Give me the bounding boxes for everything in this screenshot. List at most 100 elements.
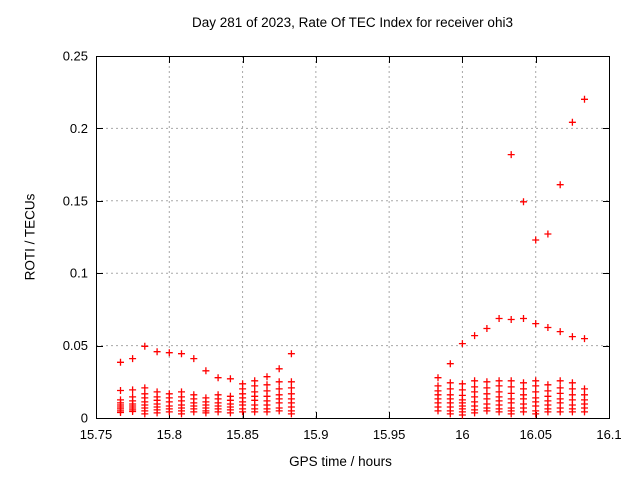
data-point-marker <box>581 385 588 393</box>
tick-marks <box>96 56 610 419</box>
data-point-marker <box>483 384 491 392</box>
x-axis-title: GPS time / hours <box>289 454 392 469</box>
data-point-marker <box>214 374 222 382</box>
data-point-marker <box>117 358 124 366</box>
data-point-marker <box>458 411 466 419</box>
data-point-marker <box>117 409 124 416</box>
data-point-marker <box>568 408 576 416</box>
data-point-marker <box>226 375 234 383</box>
data-point-marker <box>458 380 466 388</box>
data-point-marker <box>556 408 564 416</box>
data-point-marker <box>532 410 540 418</box>
data-point-marker <box>458 340 466 348</box>
data-point-marker <box>556 181 564 189</box>
data-point-marker <box>251 382 259 390</box>
data-point-marker <box>129 386 137 394</box>
data-point-marker <box>263 373 271 381</box>
y-tick-label: 0.15 <box>63 193 88 208</box>
data-point-marker <box>129 355 137 363</box>
data-point-marker <box>446 385 454 393</box>
x-tick-label: 15.75 <box>80 427 113 442</box>
data-point-marker <box>165 349 173 357</box>
data-point-marker <box>178 410 185 418</box>
data-point-marker <box>141 384 149 392</box>
y-tick-label: 0.1 <box>70 266 88 281</box>
x-tick-label: 16.05 <box>519 427 552 442</box>
data-point-marker <box>568 118 576 126</box>
data-point-marker <box>141 410 149 418</box>
data-point-marker <box>178 350 185 358</box>
data-point-marker <box>471 409 479 417</box>
data-point-marker <box>483 378 491 386</box>
data-point-marker <box>434 407 442 415</box>
data-point-marker <box>581 408 588 416</box>
data-point-marker <box>520 315 527 322</box>
x-tick-label: 15.85 <box>226 427 259 442</box>
data-point-marker <box>544 324 552 331</box>
data-point-marker <box>446 410 454 418</box>
chart-title: Day 281 of 2023, Rate Of TEC Index for r… <box>192 15 513 30</box>
data-point-marker <box>532 382 540 390</box>
data-point-marker <box>251 408 259 416</box>
x-tick-label: 15.9 <box>303 427 328 442</box>
data-point-marker <box>275 365 283 373</box>
data-point-marker <box>520 385 527 393</box>
data-point-marker <box>495 315 503 322</box>
scatter-series <box>117 95 588 419</box>
x-tick-label: 16 <box>455 427 469 442</box>
data-point-marker <box>581 335 588 343</box>
data-point-marker <box>532 236 540 244</box>
x-tick-label: 15.8 <box>157 427 182 442</box>
data-point-marker <box>568 385 576 393</box>
data-point-marker <box>275 385 283 393</box>
x-tick-labels: 15.75 15.8 15.85 15.9 15.95 16 16.05 16.1 <box>80 427 622 442</box>
data-point-marker <box>446 360 454 368</box>
data-point-marker <box>153 348 161 356</box>
data-point-marker <box>287 378 295 386</box>
data-point-marker <box>483 407 491 415</box>
data-point-marker <box>275 378 283 386</box>
data-point-marker <box>141 342 149 350</box>
data-point-marker <box>214 408 222 416</box>
data-point-marker <box>263 408 271 416</box>
data-point-marker <box>581 95 588 103</box>
data-point-marker <box>568 379 576 387</box>
y-tick-labels: 0 0.05 0.1 0.15 0.2 0.25 <box>63 49 88 426</box>
data-point-marker <box>471 332 479 340</box>
x-tick-label: 15.95 <box>373 427 406 442</box>
data-point-marker <box>544 408 552 416</box>
data-point-marker <box>287 410 295 418</box>
data-point-marker <box>544 381 552 389</box>
data-point-marker <box>495 382 503 390</box>
data-point-marker <box>434 374 442 382</box>
data-point-marker <box>544 230 552 238</box>
data-point-marker <box>471 377 479 385</box>
x-tick-label: 16.1 <box>596 427 621 442</box>
y-tick-label: 0.2 <box>70 121 88 136</box>
data-point-marker <box>507 383 515 391</box>
y-tick-label: 0 <box>81 411 88 426</box>
data-point-marker <box>190 355 198 363</box>
data-point-marker <box>226 409 234 417</box>
data-point-marker <box>556 377 564 385</box>
data-point-marker <box>507 151 515 159</box>
data-point-marker <box>287 350 295 358</box>
data-point-marker <box>483 325 491 332</box>
data-point-marker <box>520 198 527 206</box>
data-point-marker <box>263 381 271 389</box>
data-point-marker <box>239 408 247 416</box>
y-tick-label: 0.05 <box>63 338 88 353</box>
grid-lines <box>96 56 609 418</box>
plot-border <box>96 56 610 419</box>
data-point-marker <box>520 379 527 387</box>
data-point-marker <box>532 388 540 396</box>
data-point-marker <box>507 316 515 323</box>
data-point-marker <box>275 407 283 415</box>
data-point-marker <box>165 408 173 416</box>
data-point-marker <box>202 409 210 417</box>
data-point-marker <box>129 408 137 415</box>
data-point-marker <box>117 387 124 394</box>
data-point-marker <box>202 367 210 375</box>
